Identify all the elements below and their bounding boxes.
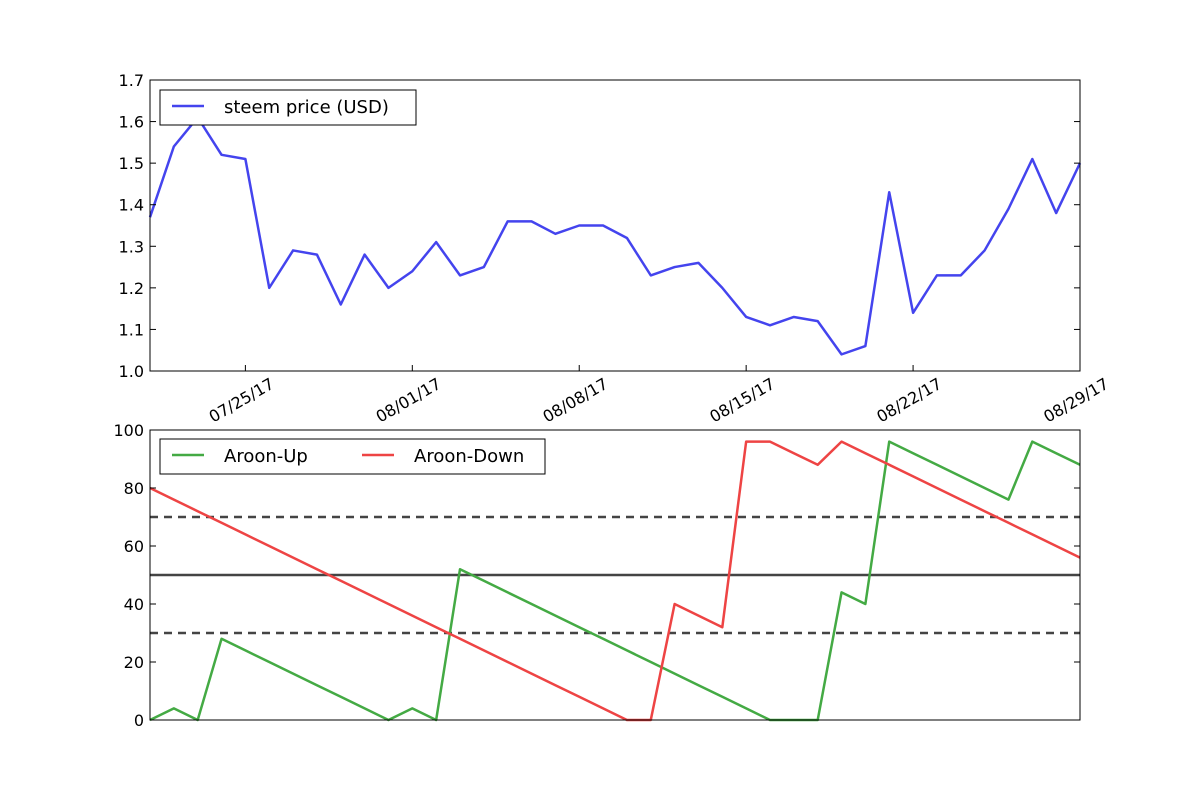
aroon-y-tick-label: 80	[124, 479, 144, 498]
price-legend: steem price (USD)	[159, 89, 417, 126]
aroon-y-tick-label: 100	[113, 421, 144, 440]
aroon-legend: Aroon-Up Aroon-Down	[159, 438, 546, 475]
aroon-y-tick-label: 40	[124, 595, 144, 614]
price-y-tick-label: 1.6	[119, 113, 144, 132]
price-legend-label: steem price (USD)	[224, 97, 389, 118]
price-y-ticks: 1.0 1.1 1.2 1.3 1.4 1.5 1.6 1.7	[119, 71, 1080, 381]
price-y-tick-label: 1.3	[119, 237, 144, 256]
aroon-up-line	[149, 440, 1081, 722]
aroon-y-tick-label: 60	[124, 537, 144, 556]
price-y-tick-label: 1.0	[119, 362, 144, 381]
price-legend-box	[159, 89, 417, 126]
price-y-tick-label: 1.1	[119, 320, 144, 339]
aroon-up-legend-label: Aroon-Up	[224, 446, 308, 467]
aroon-y-tick-label: 20	[124, 653, 144, 672]
price-series-line-0	[148, 116, 1082, 356]
price-y-tick-label: 1.4	[119, 196, 144, 215]
price-series-layer	[148, 116, 1082, 356]
aroon-legend-box	[159, 438, 546, 475]
aroon-y-ticks: 0 20 40 60 80 100	[113, 421, 1080, 730]
aroon-series-layer	[149, 440, 1081, 722]
aroon-reference-lines	[150, 515, 1080, 635]
aroon-down-line	[149, 440, 1081, 722]
aroon-y-tick-label: 0	[134, 711, 144, 730]
aroon-chart: 0 20 40 60 80 100 Aroon-Up Aroon-Down	[113, 421, 1081, 730]
price-y-tick-label: 1.2	[119, 279, 144, 298]
price-axes-frame	[149, 79, 1081, 372]
aroon-axes-frame	[149, 429, 1081, 721]
aroon-down-legend-label: Aroon-Down	[414, 446, 524, 467]
price-y-tick-label: 1.7	[119, 71, 144, 90]
price-y-tick-label: 1.5	[119, 154, 144, 173]
